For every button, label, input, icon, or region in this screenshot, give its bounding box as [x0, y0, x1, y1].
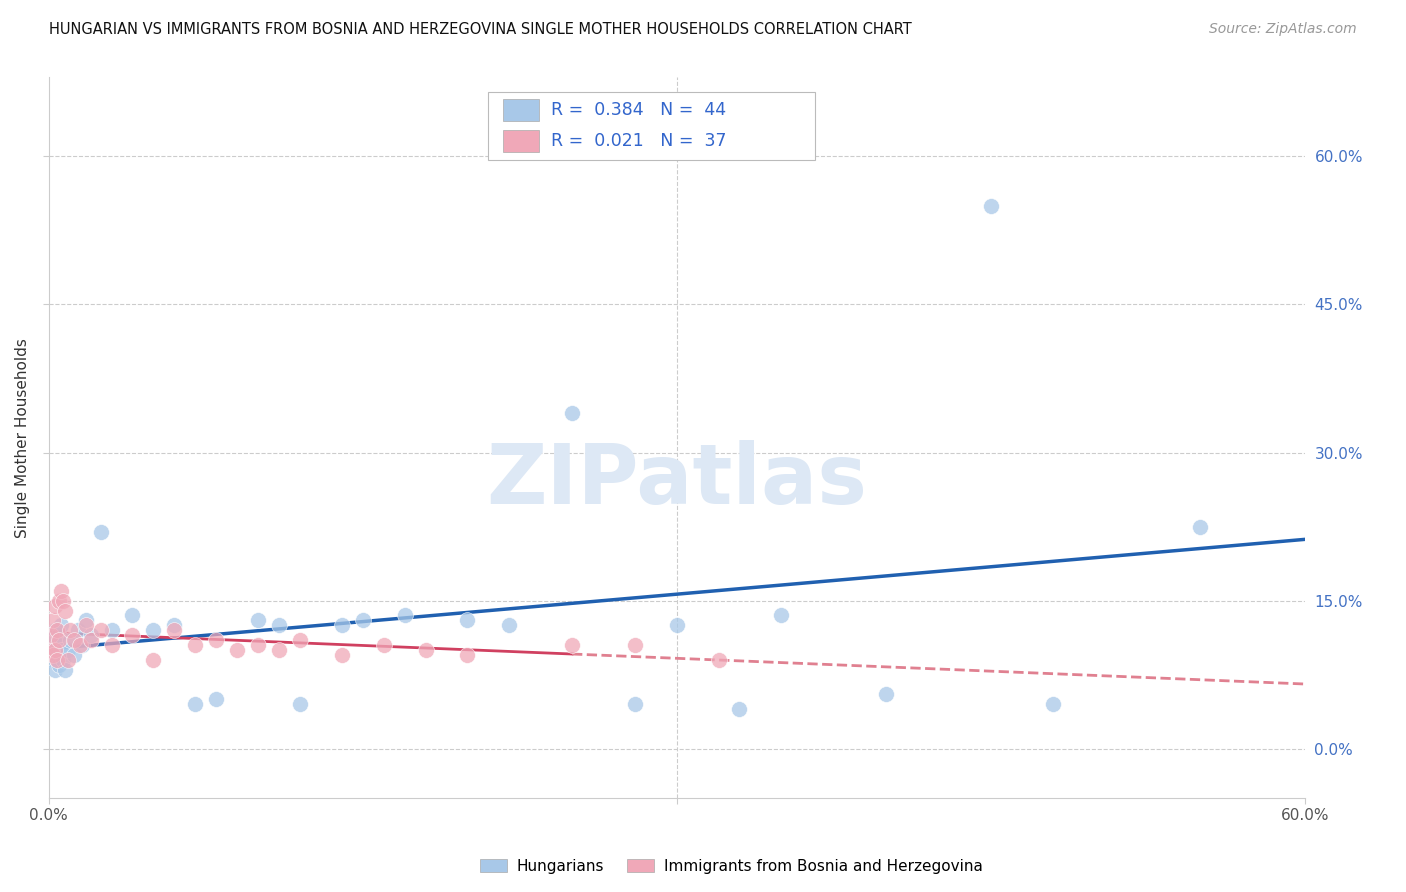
Point [142, 624, 165, 638]
Point [142, 653, 165, 667]
Point [770, 608, 793, 623]
Point [55, 603, 77, 617]
Point [205, 692, 228, 706]
Point [46, 648, 69, 662]
Point [63, 648, 86, 662]
Point [267, 618, 290, 632]
Point [51, 643, 73, 657]
Point [980, 199, 1002, 213]
Point [90, 624, 112, 638]
Point [707, 653, 730, 667]
Point [46, 624, 69, 638]
Point [44, 624, 66, 638]
Point [75, 613, 97, 627]
Y-axis label: Single Mother Households: Single Mother Households [15, 338, 30, 538]
Point [46, 638, 69, 652]
Point [48, 628, 70, 642]
Text: ZIPatlas: ZIPatlas [486, 441, 868, 522]
Point [121, 628, 143, 642]
Point [48, 633, 70, 648]
Point [561, 406, 583, 420]
Point [56, 653, 79, 667]
Point [456, 648, 478, 662]
Point [121, 608, 143, 623]
Text: HUNGARIAN VS IMMIGRANTS FROM BOSNIA AND HERZEGOVINA SINGLE MOTHER HOUSEHOLDS COR: HUNGARIAN VS IMMIGRANTS FROM BOSNIA AND … [49, 22, 912, 37]
Point [100, 624, 122, 638]
Point [247, 613, 270, 627]
Point [42, 613, 65, 627]
Point [163, 618, 186, 632]
Point [288, 633, 311, 648]
Point [39, 628, 62, 642]
Point [48, 593, 70, 607]
Point [59, 624, 82, 638]
Point [498, 618, 520, 632]
Point [42, 633, 65, 648]
Point [44, 643, 66, 657]
Point [52, 593, 75, 607]
Point [42, 653, 65, 667]
Point [373, 638, 395, 652]
Point [875, 687, 897, 701]
Bar [503, 99, 538, 120]
Point [205, 633, 228, 648]
Point [52, 653, 75, 667]
Legend: Hungarians, Immigrants from Bosnia and Herzegovina: Hungarians, Immigrants from Bosnia and H… [474, 853, 988, 880]
Point [624, 638, 647, 652]
Point [100, 638, 122, 652]
Point [44, 599, 66, 613]
Point [79, 633, 101, 648]
Point [415, 643, 437, 657]
Point [163, 624, 186, 638]
Point [69, 638, 91, 652]
Point [561, 638, 583, 652]
Point [70, 638, 93, 652]
FancyBboxPatch shape [488, 92, 815, 161]
Point [665, 618, 688, 632]
Point [75, 618, 97, 632]
Point [184, 698, 207, 712]
Point [42, 648, 65, 662]
Point [67, 624, 90, 638]
Point [352, 613, 374, 627]
Point [394, 608, 416, 623]
Point [330, 618, 353, 632]
Point [330, 648, 353, 662]
Point [63, 633, 86, 648]
Point [1042, 698, 1064, 712]
Point [51, 583, 73, 598]
Point [247, 638, 270, 652]
Text: R =  0.021   N =  37: R = 0.021 N = 37 [551, 132, 727, 150]
Point [288, 698, 311, 712]
Bar [503, 130, 538, 152]
Point [624, 698, 647, 712]
Point [456, 613, 478, 627]
Point [728, 702, 751, 716]
Point [1188, 519, 1211, 533]
Point [55, 663, 77, 677]
Point [59, 633, 82, 648]
Point [267, 643, 290, 657]
Point [226, 643, 249, 657]
Point [48, 657, 70, 672]
Point [79, 628, 101, 642]
Point [44, 663, 66, 677]
Point [39, 643, 62, 657]
Point [39, 643, 62, 657]
Point [51, 618, 73, 632]
Text: R =  0.384   N =  44: R = 0.384 N = 44 [551, 101, 727, 119]
Text: Source: ZipAtlas.com: Source: ZipAtlas.com [1209, 22, 1357, 37]
Point [184, 638, 207, 652]
Point [90, 524, 112, 539]
Point [46, 653, 69, 667]
Point [56, 643, 79, 657]
